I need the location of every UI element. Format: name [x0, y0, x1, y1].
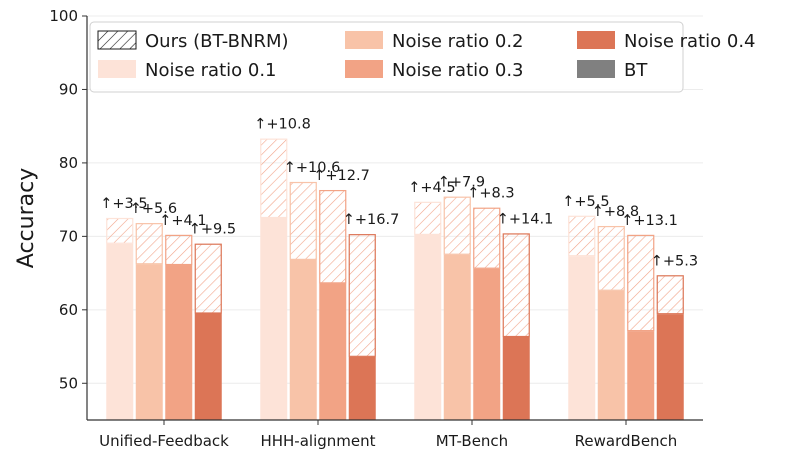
delta-annotation: ↑+4.1	[159, 213, 206, 229]
legend-swatch	[97, 30, 137, 50]
bar-baseline	[194, 313, 222, 420]
legend-label: Noise ratio 0.1	[145, 60, 277, 81]
legend-label: Noise ratio 0.4	[624, 31, 756, 52]
bar-improvement-hatched	[319, 189, 347, 284]
y-tick-label: 90	[59, 80, 78, 98]
delta-annotation: ↑+13.1	[621, 213, 678, 229]
delta-annotation: ↑+8.3	[467, 186, 514, 202]
delta-annotation: ↑+4.5	[408, 180, 455, 196]
bar-improvement-hatched	[260, 138, 288, 219]
legend-frame	[89, 21, 684, 93]
bar-improvement-hatched	[348, 234, 376, 357]
bar-improvement-hatched	[502, 233, 530, 338]
bar-improvement-hatched	[194, 243, 222, 314]
legend-label: Ours (BT-BNRM)	[145, 31, 289, 52]
bar-baseline	[260, 218, 288, 420]
y-axis: 50 60 70 80 90 100	[49, 7, 88, 420]
delta-annotation: ↑+5.3	[651, 253, 698, 269]
bar-improvement-hatched	[568, 215, 596, 257]
bar-improvement-hatched	[106, 217, 134, 244]
bar-baseline	[502, 336, 530, 420]
delta-annotation: ↑+14.1	[497, 211, 554, 227]
legend-swatch	[98, 60, 136, 78]
y-tick-label: 80	[59, 154, 78, 172]
bar-baseline	[473, 268, 501, 420]
delta-annotation: ↑+10.8	[254, 117, 311, 133]
bar-baseline	[135, 264, 163, 420]
x-category-label: RewardBench	[575, 432, 678, 450]
bar-improvement-hatched	[135, 223, 163, 265]
bar-improvement-hatched	[627, 234, 655, 332]
bar-baseline	[414, 234, 442, 420]
bar-baseline	[348, 356, 376, 420]
bar-baseline	[319, 283, 347, 420]
y-axis-title: Accuracy	[14, 168, 39, 268]
legend-label: Noise ratio 0.3	[392, 60, 524, 81]
x-axis: Unified-Feedback HHH-alignment MT-Bench Rew…	[87, 419, 703, 450]
delta-annotation: ↑+12.7	[313, 168, 370, 184]
bar-baseline	[106, 243, 134, 420]
delta-annotation: ↑+3.5	[100, 196, 147, 212]
x-category-label: MT-Bench	[436, 432, 508, 450]
x-category-label: HHH-alignment	[260, 432, 375, 450]
bar-improvement-hatched	[597, 225, 625, 291]
legend-label: Noise ratio 0.2	[392, 31, 524, 52]
bar-improvement-hatched	[289, 181, 317, 260]
bar-improvement-hatched	[473, 207, 501, 269]
delta-annotation: ↑+10.6	[284, 160, 341, 176]
bar-baseline	[597, 290, 625, 420]
legend-swatch	[345, 31, 383, 49]
legend-swatch	[577, 60, 615, 78]
delta-annotation: ↑+7.9	[438, 175, 485, 191]
delta-annotation: ↑+8.8	[592, 204, 639, 220]
legend: Ours (BT-BNRM) Noise ratio 0.2 Noise ratio…	[89, 21, 756, 93]
delta-annotation: ↑+5.5	[562, 194, 609, 210]
bar-baseline	[443, 254, 471, 420]
bar-baseline	[289, 259, 317, 420]
delta-annotation: ↑+9.5	[189, 222, 236, 238]
bar-improvement-hatched	[165, 234, 193, 266]
bar-improvement-hatched	[656, 275, 684, 315]
y-tick-label: 50	[59, 374, 78, 392]
bar-baseline	[627, 331, 655, 420]
bar-improvement-hatched	[414, 201, 442, 235]
legend-swatch	[345, 60, 383, 78]
bar-improvement-hatched	[443, 196, 471, 255]
plot-area: ↑+3.5↑+5.6↑+4.1↑+9.5 ↑+10.8 ↑+10.6↑+12.7 ↑+…	[87, 15, 703, 420]
x-category-label: Unified-Feedback	[99, 432, 229, 450]
y-tick-label: 60	[59, 301, 78, 319]
delta-annotation: ↑+5.6	[130, 201, 177, 217]
y-tick-label: 70	[59, 227, 78, 245]
bar-baseline	[165, 265, 193, 420]
y-tick-label: 100	[49, 7, 78, 25]
legend-label: BT	[624, 60, 648, 81]
bar-baseline	[656, 314, 684, 420]
delta-annotation: ↑+16.7	[343, 212, 400, 228]
legend-swatch	[577, 31, 615, 49]
bar-baseline	[568, 256, 596, 420]
